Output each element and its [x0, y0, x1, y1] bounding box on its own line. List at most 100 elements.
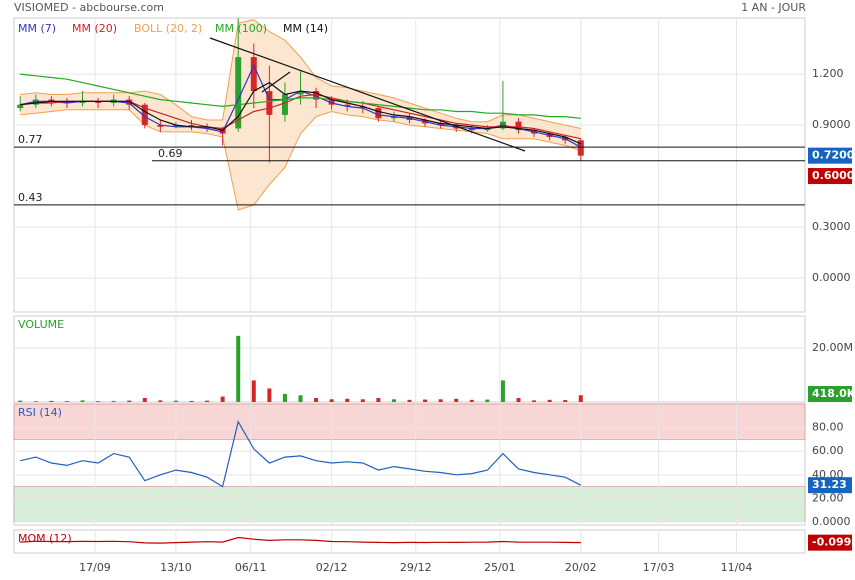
volume-bar — [64, 401, 69, 402]
candle-body — [32, 99, 39, 105]
x-tick-label: 17/09 — [79, 561, 111, 574]
candle-body — [266, 91, 273, 115]
price-badge-label: 0.7200 — [812, 149, 855, 162]
volume-bar — [298, 395, 303, 402]
volume-bar — [578, 395, 583, 402]
volume-bar — [96, 401, 101, 402]
value-badge-label: 31.23 — [812, 478, 847, 491]
candle-body — [235, 57, 242, 129]
value-badge-label: 418.0K — [812, 387, 855, 400]
volume-bar — [345, 398, 350, 402]
volume-bar — [127, 400, 132, 402]
panel-frame — [13, 529, 806, 554]
price-badge — [808, 168, 852, 185]
candle-body — [48, 99, 55, 102]
candle-body — [17, 104, 24, 109]
price-badge — [808, 147, 852, 164]
price-area — [17, 18, 584, 211]
candle-body — [297, 91, 304, 95]
y-tick-label: 1.200 — [812, 67, 844, 80]
candle-body — [157, 125, 164, 127]
volume-bar — [360, 399, 365, 402]
candle-body — [390, 116, 397, 119]
volume-bar — [532, 400, 537, 402]
panel-title: RSI (14) — [18, 406, 62, 419]
y-tick-label: 0.9000 — [812, 118, 851, 131]
level-label: 0.43 — [18, 191, 43, 204]
candle-body — [141, 104, 148, 126]
x-tick-label: 20/02 — [565, 561, 597, 574]
panel-frame — [13, 17, 806, 313]
volume-bar — [438, 399, 443, 402]
candle-body — [359, 106, 366, 109]
volume-bar — [391, 399, 396, 402]
candle-body — [313, 91, 320, 100]
panel-title: MOM (12) — [18, 532, 72, 545]
legend-entry: MM (14) — [283, 22, 328, 35]
volume-bar — [80, 400, 85, 402]
level-label: 0.77 — [18, 133, 43, 146]
volume-bar — [267, 388, 272, 402]
legend-entry: MM (100) — [215, 22, 267, 35]
volume-bar — [547, 399, 552, 402]
volume-bar — [376, 397, 381, 402]
candle-body — [172, 125, 179, 127]
volume-bar — [407, 399, 412, 402]
y-tick-label: 20.00M — [812, 341, 853, 354]
value-badge — [808, 534, 852, 551]
volume-bar — [158, 400, 163, 402]
y-tick-label: 80.00 — [812, 421, 844, 434]
candle-body — [577, 140, 584, 156]
y-tick-label: 60.00 — [812, 444, 844, 457]
site-title: VISIOMED - abcbourse.com — [14, 1, 164, 14]
x-tick-label: 25/01 — [484, 561, 516, 574]
value-badge-label: -0.0999 — [812, 536, 855, 549]
moving-average — [20, 73, 581, 119]
volume-bar — [220, 396, 225, 402]
volume-bar — [563, 400, 568, 402]
period: 1 AN - JOUR — [741, 1, 806, 14]
volume-bar — [236, 335, 241, 402]
candle-body — [281, 94, 288, 115]
y-tick-label: 0.0000 — [812, 515, 851, 528]
candle-body — [515, 121, 522, 131]
volume-bar — [205, 400, 210, 402]
rsi-zone — [13, 403, 806, 440]
volume-bar — [282, 393, 287, 402]
candle-body — [328, 99, 335, 105]
bollinger-fill — [20, 19, 581, 211]
candle-body — [484, 128, 491, 131]
panels: 1.200 0.9000 0.3000 0.0000 20.00M 80.00 60.00 4… — [13, 17, 855, 574]
volume-bar — [469, 399, 474, 402]
trend-line — [209, 37, 526, 152]
y-tick-label: 20.00 — [812, 491, 844, 504]
candle-body — [95, 101, 102, 103]
legend-entry: BOLL (20, 2) — [134, 22, 202, 35]
trend-line — [261, 71, 291, 93]
volume-bar — [173, 400, 178, 402]
candle-body — [468, 128, 475, 131]
candle-body — [126, 99, 133, 105]
x-tick-label: 17/03 — [643, 561, 675, 574]
candle-body — [204, 126, 211, 129]
candle-body — [250, 57, 257, 92]
x-tick-label: 02/12 — [316, 561, 348, 574]
indicator-line — [20, 420, 582, 488]
candle-body — [375, 108, 382, 119]
moving-average — [20, 81, 582, 145]
panel-frame — [13, 315, 806, 403]
indicator-line — [20, 536, 581, 544]
candle-body — [79, 101, 86, 103]
x-tick-label: 13/10 — [160, 561, 192, 574]
candle-body — [188, 125, 195, 127]
price-badge-label: 0.6000 — [812, 169, 855, 182]
volume-bar — [516, 397, 521, 402]
candle-body — [344, 104, 351, 107]
rsi-zone — [13, 486, 806, 523]
panel-title: VOLUME — [18, 318, 64, 331]
volume-bar — [142, 397, 147, 402]
volume-bar — [49, 400, 54, 402]
legend-entry: MM (20) — [72, 22, 117, 35]
bollinger-upper — [20, 19, 581, 129]
